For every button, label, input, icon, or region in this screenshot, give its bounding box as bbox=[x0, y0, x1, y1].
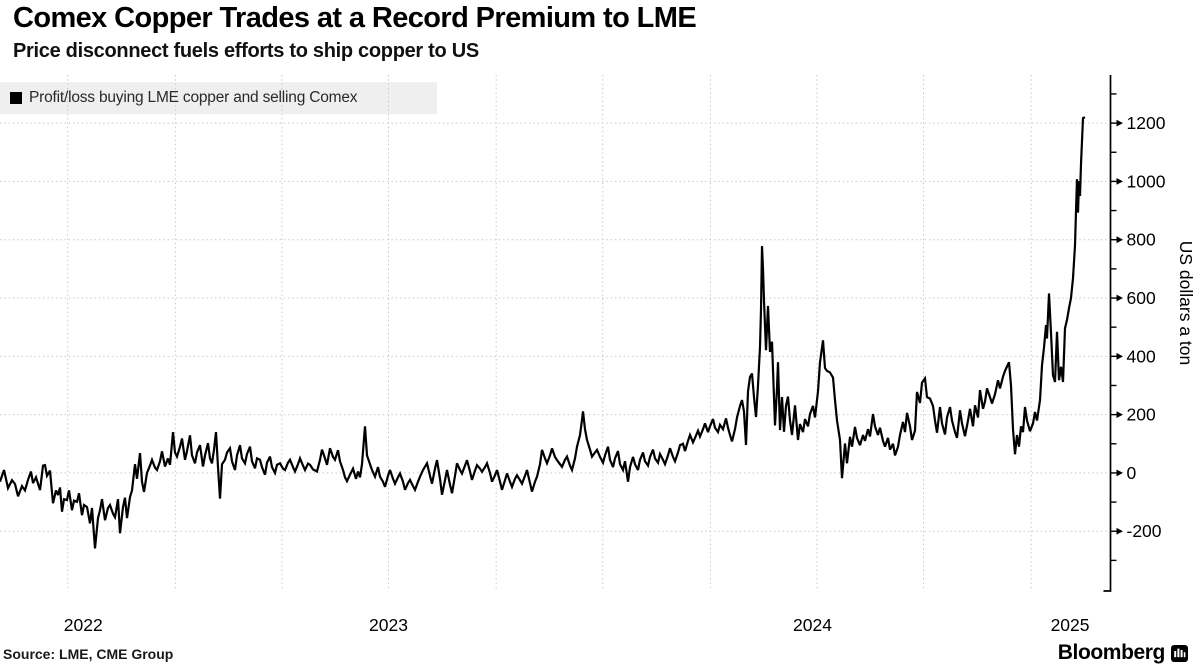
y-axis-tick-arrow-icon bbox=[1116, 236, 1123, 244]
bloomberg-wordmark: Bloomberg bbox=[1057, 641, 1166, 664]
x-axis-year-label: 2025 bbox=[1051, 615, 1090, 635]
price-line bbox=[0, 116, 1086, 549]
legend-background bbox=[0, 82, 437, 114]
y-axis-tick-label: 1000 bbox=[1127, 171, 1166, 191]
y-axis-tick-arrow-icon bbox=[1116, 469, 1123, 477]
y-axis-tick-label: -200 bbox=[1127, 521, 1162, 541]
brand: Bloomberg bbox=[1058, 641, 1188, 665]
chart-subtitle: Price disconnect fuels efforts to ship c… bbox=[13, 40, 479, 62]
x-axis-year-label: 2022 bbox=[64, 615, 103, 635]
y-axis-tick-label: 0 bbox=[1127, 463, 1137, 483]
y-axis-tick-arrow-icon bbox=[1116, 411, 1123, 419]
legend: Profit/loss buying LME copper and sellin… bbox=[10, 82, 358, 114]
y-axis-tick-label: 400 bbox=[1127, 346, 1156, 366]
source-note: Source: LME, CME Group bbox=[3, 646, 174, 662]
bloomberg-logo-icon bbox=[1171, 644, 1188, 662]
y-axis-tick-label: 200 bbox=[1127, 405, 1156, 425]
y-axis-tick-label: 800 bbox=[1127, 230, 1156, 250]
y-axis-tick-arrow-icon bbox=[1116, 119, 1123, 127]
y-axis-tick-label: 1200 bbox=[1127, 113, 1166, 133]
legend-swatch-icon bbox=[10, 92, 22, 104]
y-axis-tick-label: 600 bbox=[1127, 288, 1156, 308]
y-axis-tick-arrow-icon bbox=[1116, 178, 1123, 185]
chart-title: Comex Copper Trades at a Record Premium … bbox=[13, 2, 697, 34]
y-axis-tick-arrow-icon bbox=[1116, 352, 1123, 360]
y-axis-tick-arrow-icon bbox=[1116, 527, 1123, 535]
y-axis-line bbox=[1103, 75, 1112, 592]
x-axis-year-label: 2024 bbox=[793, 615, 832, 635]
y-axis-tick-arrow-icon bbox=[1116, 294, 1123, 302]
legend-label: Profit/loss buying LME copper and sellin… bbox=[29, 89, 358, 106]
x-axis-year-label: 2023 bbox=[369, 615, 408, 635]
y-axis-title: US dollars a ton bbox=[1176, 241, 1196, 366]
